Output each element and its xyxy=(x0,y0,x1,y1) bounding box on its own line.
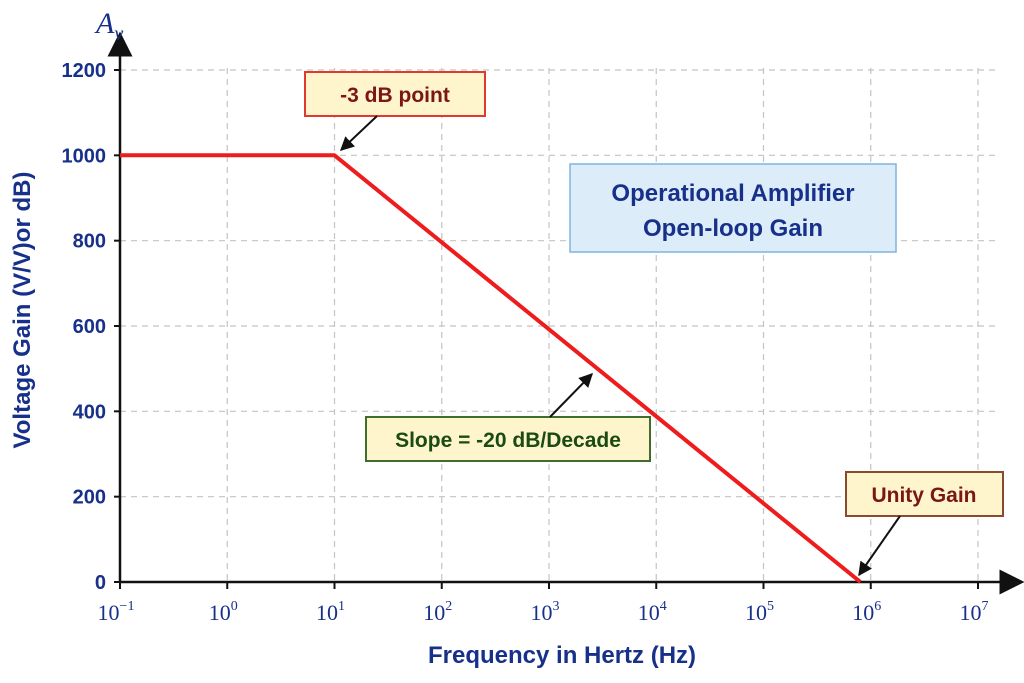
gain-line xyxy=(120,153,862,584)
x-tick-label: 102 xyxy=(423,599,452,625)
chart-title-box: Operational Amplifier Open-loop Gain xyxy=(569,163,897,253)
annotation-unity-gain: Unity Gain xyxy=(845,471,1004,577)
x-tick-label: 101 xyxy=(316,599,345,625)
y-tick-label: 600 xyxy=(73,316,106,338)
annotation-slope-label: Slope = -20 dB/Decade xyxy=(395,429,621,452)
chart-title-line-2: Open-loop Gain xyxy=(643,215,823,242)
annotation-minus3db: -3 dB point xyxy=(304,71,486,151)
chart-title-line-1: Operational Amplifier xyxy=(611,180,854,207)
x-tick-label: 103 xyxy=(531,599,560,625)
x-axis-label: Frequency in Hertz (Hz) xyxy=(428,642,696,669)
y-tick-label: 1000 xyxy=(62,145,107,167)
x-tick-label: 107 xyxy=(960,599,989,625)
y-tick-label: 400 xyxy=(73,401,106,423)
annotation-unity-gain-arrow xyxy=(858,515,901,577)
annotation-slope-arrow xyxy=(549,372,593,418)
annotation-minus3db-label: -3 dB point xyxy=(340,84,450,107)
y-axis-label: Voltage Gain (V/V)or dB) xyxy=(9,172,36,449)
x-tick-label: 105 xyxy=(745,599,774,625)
annotation-minus3db-arrow xyxy=(339,115,378,151)
x-tick-labels: 10−1 100 101 102 103 104 105 106 107 xyxy=(98,599,989,625)
y-tick-label: 800 xyxy=(73,231,106,253)
y-axis-symbol: Av xyxy=(94,7,123,45)
x-tick-label: 10−1 xyxy=(98,599,135,625)
gain-series xyxy=(120,153,862,584)
annotation-unity-gain-label: Unity Gain xyxy=(871,484,976,507)
grid xyxy=(120,68,1000,582)
axes xyxy=(107,31,1024,595)
annotation-slope: Slope = -20 dB/Decade xyxy=(365,372,651,462)
y-tick-label: 0 xyxy=(95,572,106,594)
y-tick-label: 1200 xyxy=(62,60,107,82)
x-tick-label: 106 xyxy=(852,599,881,625)
x-tick-label: 104 xyxy=(638,599,667,625)
y-tick-label: 200 xyxy=(73,487,106,509)
x-tick-label: 100 xyxy=(209,599,238,625)
y-tick-labels: 0 200 400 600 800 1000 1200 xyxy=(62,60,107,594)
